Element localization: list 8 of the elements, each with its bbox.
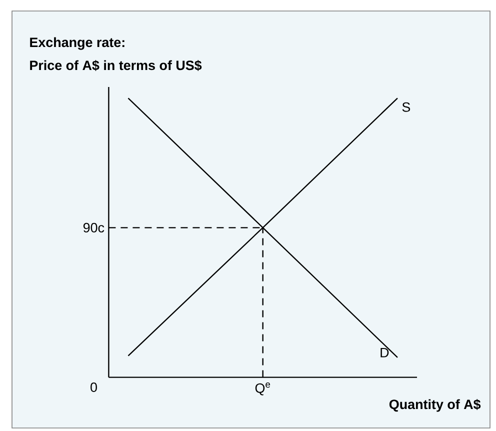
series-label: S [402,102,410,112]
series-label: D [380,348,389,358]
chart-title: Exchange rate: [30,37,124,50]
x-axis-title: Quantity of A$ [389,399,481,412]
ref-line-label: 90c [83,222,104,232]
y-axis-title: Price of A$ in terms of US$ [30,60,202,71]
text: Q$^{e}$ [255,382,270,396]
text: 0 [90,382,97,392]
